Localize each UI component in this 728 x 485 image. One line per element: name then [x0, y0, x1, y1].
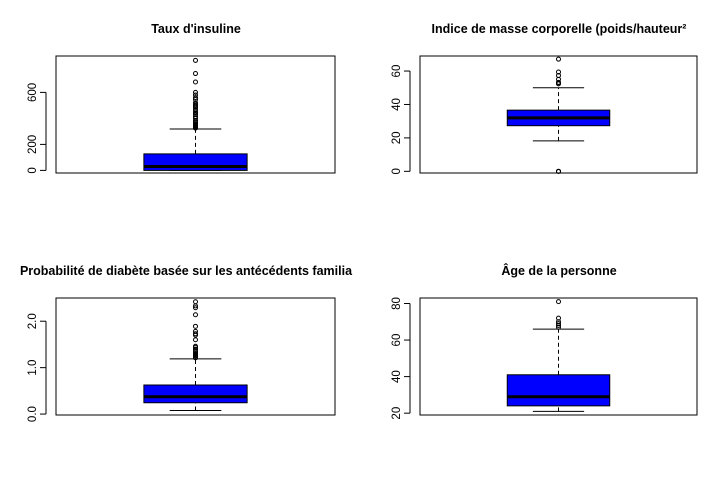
iqr-box	[143, 384, 248, 404]
outlier-point	[193, 328, 198, 334]
outlier-point	[193, 331, 198, 337]
outlier-point	[193, 113, 198, 119]
outlier-point	[556, 321, 561, 327]
y-tick-label: 40	[391, 98, 403, 111]
outlier-point	[193, 97, 198, 103]
outlier-point	[193, 299, 198, 305]
y-tick-label: 20	[391, 132, 403, 145]
chart-title: Taux d'insuline	[151, 22, 241, 36]
y-tick-label: 200	[27, 135, 39, 154]
outlier-point	[556, 79, 561, 85]
outlier-point	[193, 100, 198, 106]
outlier-point	[556, 299, 561, 305]
iqr-box	[506, 374, 611, 407]
y-tick-label: 60	[391, 65, 403, 78]
y-tick-label: 0.0	[27, 406, 39, 422]
y-tick-label: 40	[391, 370, 403, 383]
boxplot-panel-3: Probabilité de diabète basée sur les ant…	[20, 264, 353, 422]
outlier-point	[193, 95, 198, 101]
outlier-point	[193, 107, 198, 113]
y-tick-label: 0	[27, 167, 39, 173]
y-tick-label: 80	[391, 297, 403, 310]
outlier-point	[556, 56, 561, 62]
chart-title: Probabilité de diabète basée sur les ant…	[20, 264, 353, 278]
y-tick-label: 0	[391, 168, 403, 174]
boxplot-panel-4: Âge de la personne 20 40 60 80	[391, 263, 698, 420]
boxplot-panel-2: Indice de masse corporelle (poids/hauteu…	[391, 22, 698, 175]
y-tick-label: 60	[391, 334, 403, 347]
outlier-point	[193, 79, 198, 85]
chart-title: Indice de masse corporelle (poids/hauteu…	[432, 22, 687, 36]
outlier-point	[193, 71, 198, 77]
outlier-point	[193, 337, 198, 343]
outlier-point	[193, 312, 198, 318]
outlier-point	[556, 168, 561, 174]
outlier-point	[193, 92, 198, 98]
outlier-point	[193, 57, 198, 63]
chart-title: Âge de la personne	[501, 263, 616, 278]
plot-frame	[55, 297, 336, 416]
plot-frame	[419, 297, 698, 416]
outlier-point	[193, 343, 198, 349]
y-tick-label: 1.0	[27, 360, 39, 376]
boxplot-panel-1: Taux d'insuline 0 200 600	[27, 22, 336, 174]
outlier-point	[193, 305, 198, 311]
y-tick-label: 2.0	[27, 313, 39, 329]
outlier-point	[193, 323, 198, 329]
y-tick-label: 20	[391, 407, 403, 420]
outlier-point	[193, 89, 198, 95]
outlier-point	[556, 315, 561, 321]
plot-frame	[55, 55, 336, 174]
outlier-point	[556, 69, 561, 75]
outlier-point	[193, 346, 198, 352]
y-tick-label: 600	[27, 83, 39, 102]
